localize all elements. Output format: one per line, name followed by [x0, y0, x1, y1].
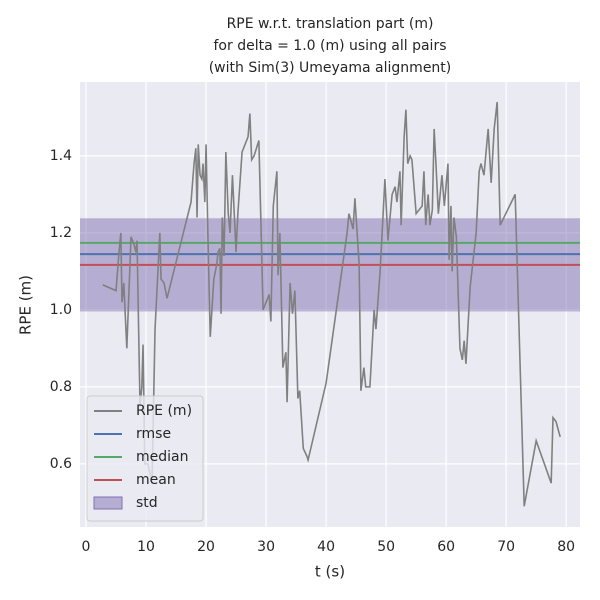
x-tick-label: 10	[137, 539, 155, 555]
x-tick-label: 0	[82, 539, 91, 555]
y-tick-label: 1.0	[50, 302, 72, 318]
legend-swatch	[93, 496, 123, 510]
x-tick-label: 40	[317, 539, 335, 555]
rpe-line	[102, 101, 561, 507]
x-tick-label: 70	[497, 539, 515, 555]
x-tick-label: 30	[257, 539, 275, 555]
legend-label: RPE (m)	[136, 403, 192, 419]
legend-label: rmse	[136, 426, 171, 442]
legend-label: std	[136, 495, 158, 511]
legend-box	[86, 395, 204, 522]
chart-title: (with Sim(3) Umeyama alignment)	[209, 60, 452, 76]
x-tick-label: 20	[197, 539, 215, 555]
y-axis-label: RPE (m)	[17, 275, 35, 335]
legend-label: mean	[136, 472, 176, 488]
legend-label: median	[136, 449, 188, 465]
x-tick-label: 60	[437, 539, 455, 555]
x-tick-label: 80	[557, 539, 575, 555]
chart-title: RPE w.r.t. translation part (m)	[227, 16, 434, 32]
y-tick-label: 0.6	[50, 456, 72, 472]
y-tick-label: 0.8	[50, 379, 72, 395]
y-tick-label: 1.2	[50, 225, 72, 241]
x-axis-label: t (s)	[315, 563, 345, 581]
legend: RPE (m) rmse median mean std	[86, 395, 204, 522]
x-tick-label: 50	[377, 539, 395, 555]
chart-title: for delta = 1.0 (m) using all pairs	[214, 38, 447, 54]
y-tick-label: 1.4	[50, 148, 72, 164]
